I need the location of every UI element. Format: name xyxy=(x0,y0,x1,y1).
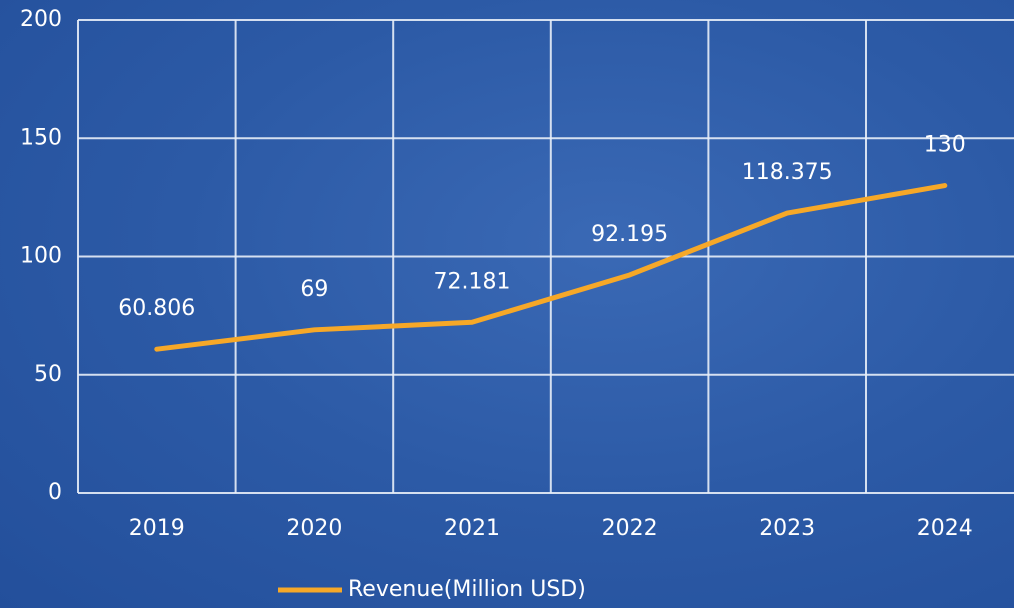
legend-label: Revenue(Million USD) xyxy=(348,577,586,602)
x-tick-label: 2019 xyxy=(129,516,185,541)
data-label: 130 xyxy=(924,133,966,158)
data-label: 118.375 xyxy=(742,160,833,185)
data-label: 72.181 xyxy=(434,269,511,294)
y-tick-label: 50 xyxy=(34,362,62,387)
y-tick-label: 200 xyxy=(20,7,62,32)
x-tick-label: 2022 xyxy=(602,516,658,541)
x-tick-label: 2021 xyxy=(444,516,500,541)
data-label: 69 xyxy=(300,277,328,302)
data-label: 60.806 xyxy=(118,296,195,321)
data-label: 92.195 xyxy=(591,222,668,247)
y-tick-label: 0 xyxy=(48,480,62,505)
x-tick-label: 2024 xyxy=(917,516,973,541)
line xyxy=(154,183,948,352)
x-tick-label: 2023 xyxy=(759,516,815,541)
y-tick-label: 150 xyxy=(20,125,62,150)
y-tick-label: 100 xyxy=(20,244,62,269)
x-tick-label: 2020 xyxy=(286,516,342,541)
